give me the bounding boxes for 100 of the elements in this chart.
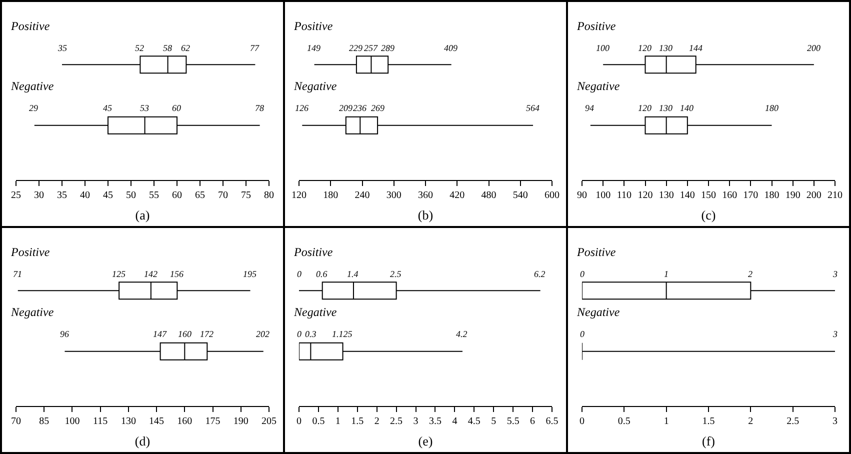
text: 257	[364, 43, 378, 53]
text: 2	[748, 269, 752, 279]
x-tick-label: 60	[172, 190, 182, 201]
x-tick-label: 540	[512, 190, 528, 201]
x-tick-label: 360	[418, 190, 433, 201]
text: 0.6	[316, 269, 328, 279]
x-tick-label: 50	[126, 190, 136, 201]
x-tick-label: 175	[205, 416, 220, 427]
x-tick-label: 480	[481, 190, 496, 201]
text: 172	[200, 329, 214, 339]
text: 202	[256, 329, 270, 339]
text: 3	[833, 329, 838, 339]
text: 29	[29, 103, 38, 113]
text: 58	[163, 43, 172, 53]
x-tick-label: 80	[264, 190, 274, 201]
x-tick-label: 120	[292, 190, 306, 201]
x-tick-label: 0	[296, 416, 302, 427]
y-tick-label: Negative	[576, 79, 620, 93]
x-axis-title: (c)	[701, 208, 716, 223]
x-tick-label: 190	[233, 416, 248, 427]
x-tick-label: 160	[177, 416, 192, 427]
x-tick-label: 150	[701, 190, 716, 201]
text: 77	[250, 43, 259, 53]
x-tick-label: 110	[616, 190, 632, 201]
text: 60	[172, 103, 181, 113]
text: 100	[596, 43, 610, 53]
x-tick-label: 70	[218, 190, 228, 201]
x-tick-label: 205	[262, 416, 276, 427]
text: 120	[638, 43, 652, 53]
x-tick-label: 1.5	[702, 416, 715, 427]
x-tick-label: 4.5	[468, 416, 480, 427]
text: 94	[585, 103, 594, 113]
text: 0	[580, 329, 584, 339]
x-tick-label: 3.5	[428, 416, 442, 427]
y-tick-label: Positive	[10, 245, 50, 259]
x-tick-label: 2	[374, 416, 380, 427]
text: 130	[659, 103, 672, 113]
y-tick-label: Positive	[293, 19, 334, 33]
text: 35	[58, 43, 67, 53]
x-tick-label: 160	[722, 190, 738, 201]
text: 142	[144, 269, 158, 279]
x-tick-label: 120	[638, 190, 653, 201]
x-tick-label: 420	[450, 190, 465, 201]
x-tick-label: 5.5	[506, 416, 520, 427]
x-tick-label: 170	[743, 190, 758, 201]
y-tick-label: Positive	[576, 19, 616, 33]
text: 200	[807, 43, 820, 53]
text: 209	[339, 103, 352, 113]
x-tick-label: 35	[57, 190, 67, 201]
text: 564	[526, 103, 540, 113]
x-axis-title: (f)	[702, 434, 715, 449]
x-tick-label: 55	[149, 190, 159, 201]
x-tick-label: 130	[120, 416, 136, 427]
text: 269	[371, 103, 384, 113]
text: 6.2	[534, 269, 546, 279]
x-tick-label: 75	[241, 190, 251, 201]
text: 160	[178, 329, 192, 339]
text: 96	[60, 329, 69, 339]
x-tick-label: 190	[785, 190, 800, 201]
x-tick-label: 2.5	[390, 416, 403, 427]
text: 0	[580, 269, 584, 279]
y-tick-label: Negative	[10, 79, 54, 93]
x-tick-label: 130	[658, 190, 674, 201]
x-tick-label: 200	[806, 190, 822, 201]
x-tick-label: 90	[577, 190, 587, 201]
x-tick-label: 100	[64, 416, 80, 427]
text: 1.4	[347, 269, 358, 279]
x-tick-label: 1.5	[351, 416, 364, 427]
x-tick-label: 0	[580, 416, 584, 427]
x-tick-label: 1	[664, 416, 669, 427]
x-tick-label: 85	[39, 416, 50, 427]
text: 62	[181, 43, 190, 53]
x-tick-label: 100	[596, 190, 611, 201]
x-tick-label: 40	[80, 190, 90, 201]
x-tick-label: 140	[680, 190, 695, 201]
x-tick-label: 3	[832, 416, 838, 427]
text: 289	[381, 43, 394, 53]
x-tick-label: 3	[413, 416, 418, 427]
x-tick-label: 1	[335, 416, 340, 427]
x-tick-label: 6	[530, 416, 536, 427]
x-tick-label: 45	[103, 190, 113, 201]
text: 156	[170, 269, 184, 279]
text: 78	[255, 103, 264, 113]
x-tick-label: 25	[11, 190, 21, 201]
x-axis-title: (d)	[134, 434, 150, 449]
x-tick-label: 180	[764, 190, 780, 201]
x-tick-label: 240	[354, 190, 370, 201]
x-tick-label: 145	[149, 416, 164, 427]
text: 147	[153, 329, 166, 339]
text: 409	[444, 43, 458, 53]
text: 149	[307, 43, 320, 53]
text: 1	[664, 269, 668, 279]
text: 120	[638, 103, 652, 113]
text: 0	[297, 329, 302, 339]
text: 2.5	[390, 269, 402, 279]
text: 195	[243, 269, 256, 279]
x-tick-label: 5	[491, 416, 496, 427]
y-tick-label: Negative	[293, 79, 338, 93]
x-tick-label: 6.5	[546, 416, 558, 427]
y-tick-label: Positive	[293, 245, 334, 259]
